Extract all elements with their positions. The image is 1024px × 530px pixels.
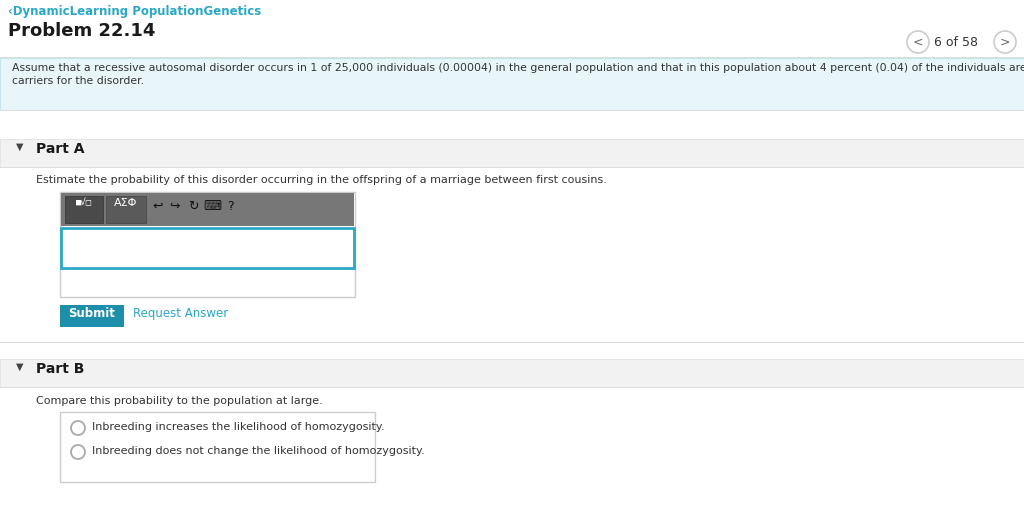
Text: Submit: Submit (69, 307, 116, 320)
Bar (61, 193, 354, 226)
Text: ▼: ▼ (16, 362, 24, 372)
Bar (0, 359, 1024, 387)
Bar (60, 305, 124, 327)
Text: Problem 22.14: Problem 22.14 (8, 22, 156, 40)
Bar (0, 139, 1024, 167)
Text: ↪: ↪ (170, 200, 180, 213)
Circle shape (71, 445, 85, 459)
Text: ▼: ▼ (16, 142, 24, 152)
Text: Request Answer: Request Answer (133, 307, 228, 320)
Text: ↩: ↩ (153, 200, 163, 213)
Text: ■√□: ■√□ (76, 198, 92, 207)
Bar (60, 192, 355, 297)
Bar (106, 196, 146, 223)
Text: Part B: Part B (36, 362, 84, 376)
Bar (60, 412, 375, 482)
Bar (61, 228, 354, 268)
Text: <: < (912, 36, 924, 49)
Bar (0, 343, 1024, 359)
Circle shape (71, 421, 85, 435)
Text: ΑΣΦ: ΑΣΦ (115, 198, 137, 208)
Bar (0, 387, 1024, 388)
Text: Estimate the probability of this disorder occurring in the offspring of a marria: Estimate the probability of this disorde… (36, 175, 607, 185)
Text: Part A: Part A (36, 142, 85, 156)
Text: ‹DynamicLearning PopulationGenetics: ‹DynamicLearning PopulationGenetics (8, 5, 261, 18)
Text: >: > (999, 36, 1011, 49)
Circle shape (907, 31, 929, 53)
Text: Assume that a recessive autosomal disorder occurs in 1 of 25,000 individuals (0.: Assume that a recessive autosomal disord… (12, 63, 1024, 73)
Text: Compare this probability to the population at large.: Compare this probability to the populati… (36, 396, 323, 406)
Text: ↻: ↻ (187, 200, 199, 213)
Text: carriers for the disorder.: carriers for the disorder. (12, 76, 144, 86)
Bar (0, 57, 1024, 58)
Bar (0, 168, 1024, 343)
Bar (0, 110, 1024, 111)
Text: ⌨: ⌨ (203, 200, 221, 213)
Bar (0, 167, 1024, 168)
Bar (0, 58, 1024, 110)
Circle shape (994, 31, 1016, 53)
Text: 6 of 58: 6 of 58 (934, 36, 978, 49)
Bar (0, 111, 1024, 139)
Bar (65, 196, 103, 223)
Text: Inbreeding increases the likelihood of homozygosity.: Inbreeding increases the likelihood of h… (92, 422, 384, 432)
Text: Inbreeding does not change the likelihood of homozygosity.: Inbreeding does not change the likelihoo… (92, 446, 425, 456)
Bar (0, 388, 1024, 530)
Bar (0, 342, 1024, 343)
Text: ?: ? (226, 200, 233, 213)
